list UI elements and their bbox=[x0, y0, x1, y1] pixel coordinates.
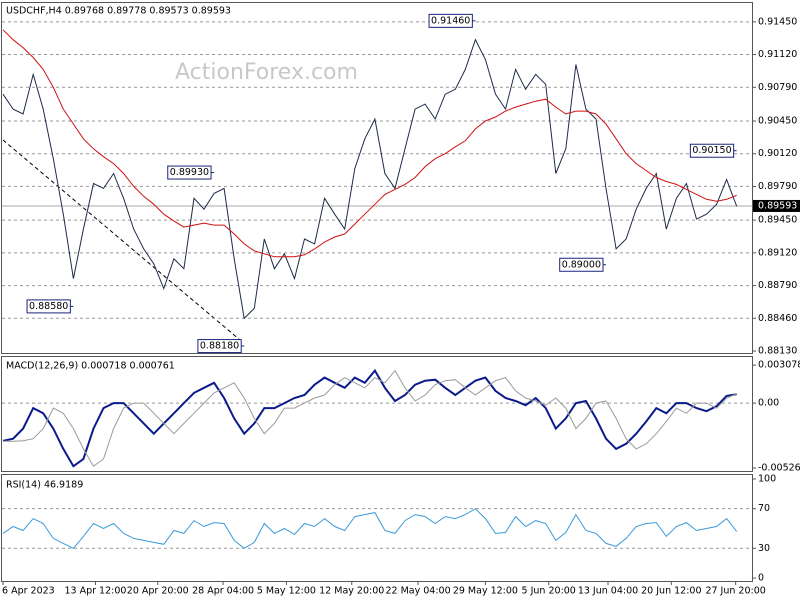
y-tick-label: 0.88790 bbox=[758, 280, 797, 291]
x-tick-label: 5 Jun 20:00 bbox=[522, 586, 576, 597]
x-tick-label: 5 May 12:00 bbox=[257, 586, 316, 597]
price-label: 0.91460 bbox=[431, 15, 470, 26]
y-tick-label: 70 bbox=[758, 503, 770, 514]
y-tick-label: 0.88130 bbox=[758, 346, 797, 357]
chart-title: RSI(14) 46.9189 bbox=[6, 480, 83, 491]
price-label: 0.89930 bbox=[170, 167, 209, 178]
y-tick-label: 0.90120 bbox=[758, 148, 797, 159]
x-tick-label: 22 May 04:00 bbox=[385, 586, 450, 597]
x-tick-label: 13 Jun 04:00 bbox=[578, 586, 638, 597]
last-price-label: 0.89593 bbox=[758, 200, 797, 211]
y-tick-label: 0.91120 bbox=[758, 49, 797, 60]
y-tick-label: 0.89120 bbox=[758, 247, 797, 258]
y-tick-label: 0.90450 bbox=[758, 115, 797, 126]
y-tick-label: 0.88460 bbox=[758, 313, 797, 324]
series-line bbox=[2, 38, 738, 320]
x-tick-label: 6 Apr 2023 bbox=[2, 586, 55, 597]
y-tick-label: 0 bbox=[758, 573, 764, 584]
x-tick-label: 13 Apr 12:00 bbox=[64, 586, 126, 597]
price-label: 0.88580 bbox=[29, 301, 68, 312]
y-tick-label: 0.89790 bbox=[758, 181, 797, 192]
x-tick-label: 20 Apr 20:00 bbox=[127, 586, 189, 597]
price-label: 0.89000 bbox=[562, 259, 601, 270]
price-label: 0.90150 bbox=[692, 145, 731, 156]
y-tick-label: 0.91450 bbox=[758, 16, 797, 27]
x-tick-label: 20 Jun 12:00 bbox=[641, 586, 701, 597]
y-tick-label: 0.003078 bbox=[758, 360, 800, 371]
y-tick-label: -0.005268 bbox=[758, 463, 800, 474]
rsi-panel bbox=[1, 474, 753, 582]
x-tick-label: 28 Apr 04:00 bbox=[192, 586, 254, 597]
last-price-box bbox=[753, 199, 800, 212]
series-line bbox=[2, 29, 737, 258]
chart-title: MACD(12,26,9) 0.000718 0.000761 bbox=[6, 361, 175, 372]
series-line bbox=[2, 508, 738, 549]
y-tick-label: 0.00 bbox=[758, 398, 779, 409]
price-label: 0.88180 bbox=[200, 341, 239, 352]
y-tick-label: 30 bbox=[758, 543, 770, 554]
x-tick-label: 12 May 20:00 bbox=[319, 586, 384, 597]
macd-panel bbox=[1, 356, 753, 472]
series-line bbox=[3, 369, 737, 467]
x-tick-label: 27 Jun 20:00 bbox=[705, 586, 765, 597]
price-panel bbox=[1, 2, 753, 354]
x-tick-label: 29 May 12:00 bbox=[453, 586, 518, 597]
price-label-box bbox=[197, 339, 242, 354]
series-line bbox=[2, 368, 737, 468]
y-tick-label: 0.89450 bbox=[758, 215, 797, 226]
watermark: ActionForex.com bbox=[175, 60, 358, 85]
y-tick-label: 100 bbox=[758, 473, 776, 484]
y-tick-label: 0.90790 bbox=[758, 82, 797, 93]
trend-line bbox=[2, 139, 241, 341]
chart-title: USDCHF,H4 0.89768 0.89778 0.89573 0.8959… bbox=[6, 6, 231, 17]
